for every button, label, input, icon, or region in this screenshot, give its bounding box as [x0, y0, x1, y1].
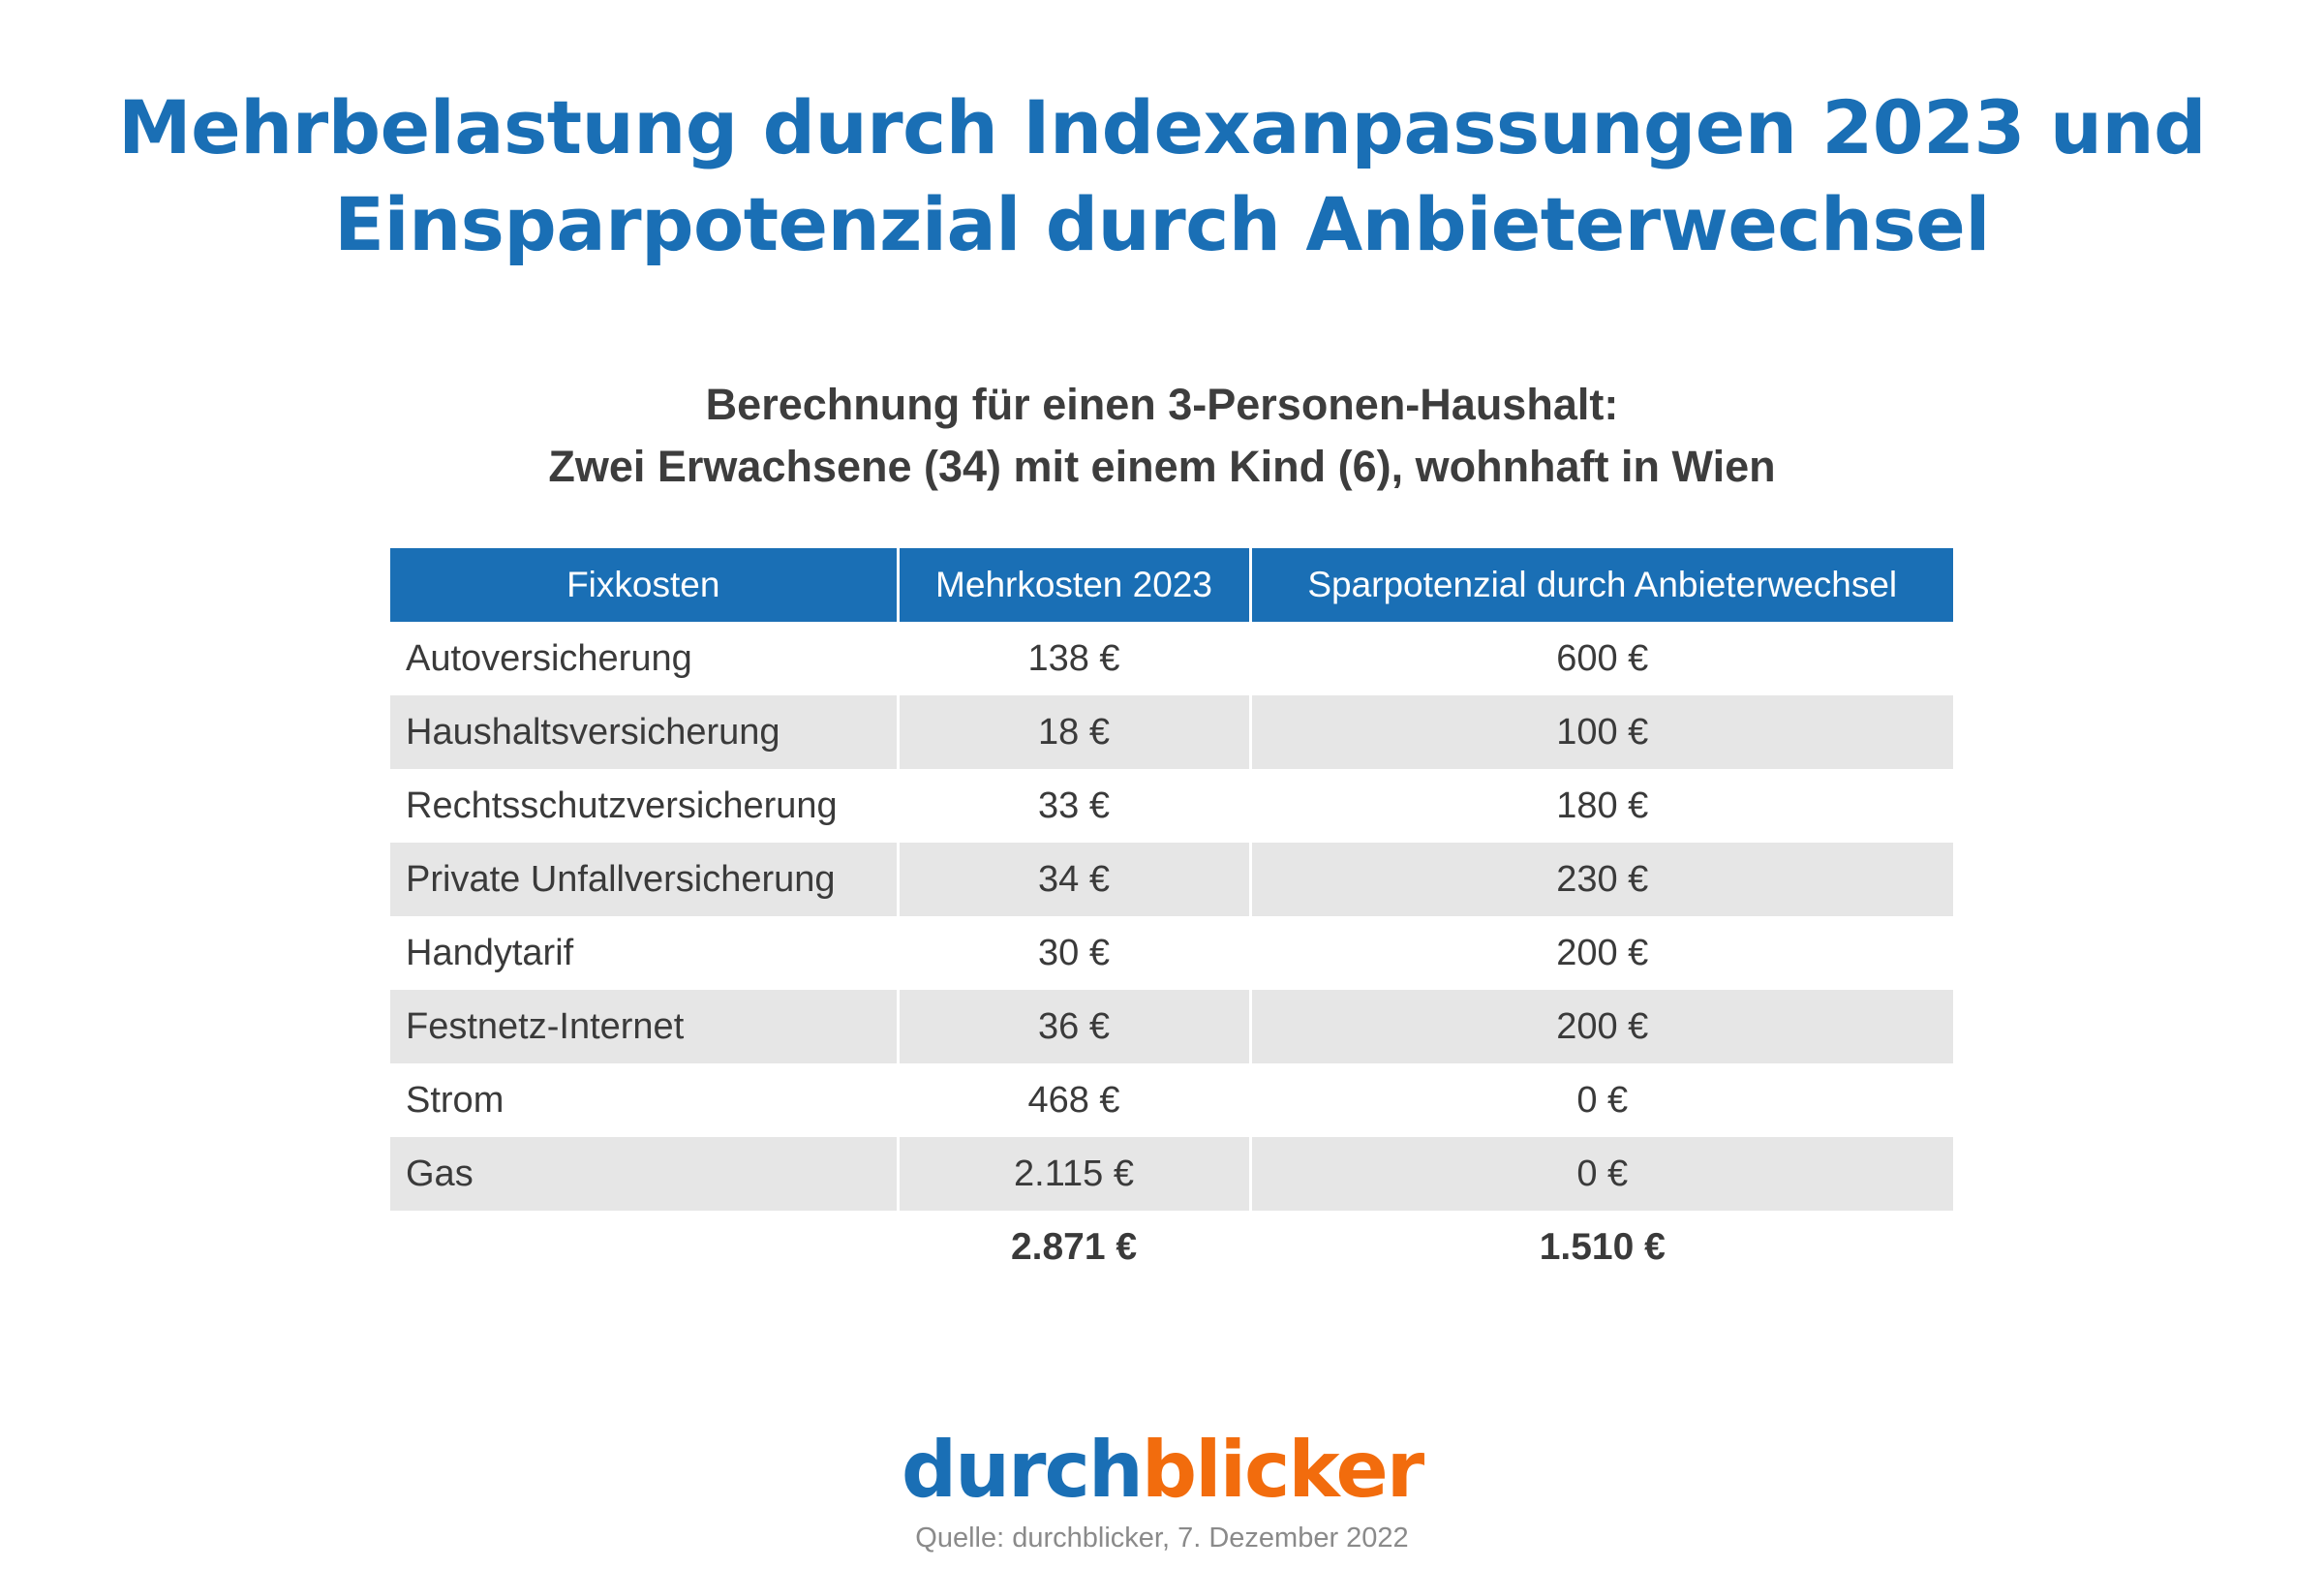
row-sparpotenzial: 180 € — [1248, 769, 1953, 843]
table-row: Festnetz-Internet 36 €200 € — [390, 990, 1953, 1063]
title-line-1: Mehrbelastung durch Indexanpassungen 202… — [117, 84, 2207, 170]
title-line-2: Einsparpotenzial durch Anbieterwechsel — [334, 181, 1990, 267]
cost-table: Fixkosten Mehrkosten 2023 Sparpotenzial … — [390, 548, 1953, 1284]
table-header-row: Fixkosten Mehrkosten 2023 Sparpotenzial … — [390, 548, 1953, 622]
subtitle-line-2: Zwei Erwachsene (34) mit einem Kind (6),… — [548, 442, 1776, 491]
table-body: Autoversicherung 138 €600 € Haushaltsversi… — [390, 622, 1953, 1211]
table-row: Haushaltsversicherung 18 €100 € — [390, 695, 1953, 769]
row-mehrkosten: 33 € — [896, 769, 1250, 843]
row-sparpotenzial: 200 € — [1248, 990, 1953, 1063]
row-sparpotenzial: 0 € — [1248, 1137, 1953, 1211]
row-sparpotenzial: 100 € — [1248, 695, 1953, 769]
totals-row: 2.871 € 1.510 € — [390, 1211, 1953, 1284]
row-mehrkosten: 18 € — [896, 695, 1250, 769]
header-mehrkosten: Mehrkosten 2023 — [896, 548, 1250, 622]
table-row: Rechtsschutzversicherung 33 €180 € — [390, 769, 1953, 843]
row-sparpotenzial: 0 € — [1248, 1063, 1953, 1137]
page-title: Mehrbelastung durch Indexanpassungen 202… — [0, 79, 2324, 273]
row-mehrkosten: 30 € — [896, 916, 1250, 990]
total-mehrkosten: 2.871 € — [896, 1211, 1250, 1284]
row-label: Festnetz-Internet — [390, 990, 898, 1063]
durchblicker-logo: durchblicker — [0, 1424, 2324, 1517]
row-label: Gas — [390, 1137, 898, 1211]
row-mehrkosten: 468 € — [896, 1063, 1250, 1137]
row-sparpotenzial: 200 € — [1248, 916, 1953, 990]
row-sparpotenzial: 600 € — [1248, 622, 1953, 695]
row-mehrkosten: 138 € — [896, 622, 1250, 695]
row-mehrkosten: 34 € — [896, 843, 1250, 916]
row-label: Private Unfallversicherung — [390, 843, 898, 916]
row-label: Handytarif — [390, 916, 898, 990]
row-label: Haushaltsversicherung — [390, 695, 898, 769]
table-row: Strom 468 €0 € — [390, 1063, 1953, 1137]
table-row: Private Unfallversicherung 34 €230 € — [390, 843, 1953, 916]
table-row: Gas 2.115 €0 € — [390, 1137, 1953, 1211]
row-mehrkosten: 36 € — [896, 990, 1250, 1063]
header-sparpotenzial: Sparpotenzial durch Anbieterwechsel — [1248, 548, 1953, 622]
row-mehrkosten: 2.115 € — [896, 1137, 1250, 1211]
subtitle: Berechnung für einen 3-Personen-Haushalt… — [0, 374, 2324, 498]
logo-part-durch: durch — [901, 1425, 1144, 1515]
total-sparpotenzial: 1.510 € — [1248, 1211, 1953, 1284]
subtitle-line-1: Berechnung für einen 3-Personen-Haushalt… — [705, 380, 1619, 429]
row-label: Autoversicherung — [390, 622, 898, 695]
row-label: Strom — [390, 1063, 898, 1137]
logo-part-blicker: blicker — [1141, 1425, 1424, 1515]
row-label: Rechtsschutzversicherung — [390, 769, 898, 843]
header-fixkosten: Fixkosten — [390, 548, 898, 622]
source-note: Quelle: durchblicker, 7. Dezember 2022 — [915, 1523, 1409, 1554]
row-sparpotenzial: 230 € — [1248, 843, 1953, 916]
table-row: Autoversicherung 138 €600 € — [390, 622, 1953, 695]
table-row: Handytarif 30 €200 € — [390, 916, 1953, 990]
totals-label-cell — [390, 1211, 898, 1284]
